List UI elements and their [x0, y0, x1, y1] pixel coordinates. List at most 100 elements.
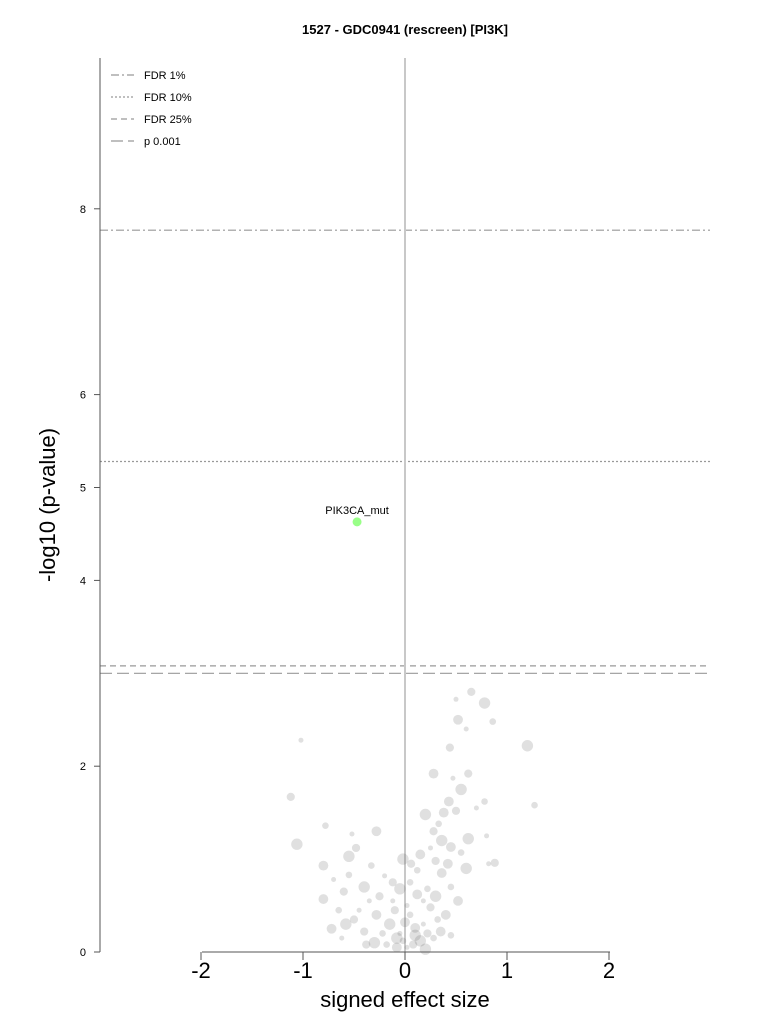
data-point — [419, 808, 432, 821]
data-point — [400, 917, 410, 928]
data-point — [413, 866, 421, 874]
legend: FDR 1% FDR 10% FDR 25% p 0.001 — [111, 70, 192, 148]
data-point — [447, 883, 455, 891]
data-point — [426, 903, 435, 912]
data-point — [375, 892, 384, 901]
data-point — [438, 807, 449, 818]
data-point — [428, 768, 439, 779]
data-point — [379, 930, 386, 937]
data-point — [345, 871, 353, 879]
data-point — [326, 923, 337, 934]
data-point — [349, 915, 359, 924]
data-point — [453, 696, 459, 702]
data-point — [521, 740, 534, 752]
y-axis-ticks: 0 2 4 5 6 8 — [80, 204, 100, 959]
data-point — [463, 726, 469, 732]
data-point — [298, 737, 304, 743]
data-point — [362, 940, 371, 949]
data-point — [382, 873, 388, 879]
data-point — [410, 922, 421, 933]
highlighted-points: PIK3CA_mut — [325, 505, 389, 527]
data-point — [434, 916, 441, 923]
data-point — [291, 838, 303, 850]
data-point — [331, 877, 337, 883]
data-point — [442, 858, 453, 869]
x-tick-label: 1 — [501, 958, 513, 983]
data-point — [423, 929, 432, 938]
data-point — [490, 858, 499, 867]
data-point — [339, 887, 348, 896]
data-point — [412, 889, 423, 900]
data-point — [322, 822, 329, 829]
legend-label: FDR 25% — [144, 114, 192, 126]
data-point — [435, 926, 446, 937]
data-point — [335, 906, 343, 914]
data-point — [318, 894, 329, 904]
legend-label: FDR 1% — [144, 70, 186, 82]
data-point — [409, 940, 418, 949]
data-point — [360, 927, 369, 936]
data-point — [436, 868, 447, 878]
y-tick-label: 4 — [80, 575, 86, 587]
data-point — [486, 861, 492, 867]
data-point — [460, 862, 472, 875]
data-point — [453, 896, 463, 906]
data-point — [339, 935, 345, 941]
data-point — [430, 934, 437, 942]
data-point — [371, 826, 382, 837]
data-point — [399, 937, 407, 945]
x-tick-label: -2 — [191, 958, 211, 983]
data-point — [388, 878, 397, 887]
data-point — [407, 859, 416, 868]
data-point — [457, 849, 465, 856]
data-point — [404, 903, 410, 909]
data-point — [406, 879, 414, 886]
data-point — [368, 937, 381, 949]
y-tick-label: 0 — [80, 947, 86, 959]
chart-title: 1527 - GDC0941 (rescreen) [PI3K] — [302, 22, 508, 37]
y-tick-label: 5 — [80, 483, 86, 495]
y-tick-label: 2 — [80, 761, 86, 773]
data-point — [391, 932, 403, 944]
data-point — [443, 796, 454, 807]
data-point — [481, 798, 488, 805]
data-point — [420, 921, 426, 927]
data-point — [356, 907, 362, 913]
y-tick-label: 8 — [80, 204, 86, 216]
data-point — [531, 801, 538, 809]
data-point — [366, 898, 372, 904]
data-point — [420, 898, 426, 904]
data-point — [384, 918, 396, 930]
data-point — [368, 862, 375, 869]
y-tick-label: 6 — [80, 390, 86, 402]
data-point — [419, 943, 432, 955]
data-point — [440, 909, 451, 920]
data-point — [453, 714, 463, 725]
data-point — [473, 805, 479, 811]
data-point — [404, 944, 410, 950]
x-axis-ticks: -2 -1 0 1 2 — [191, 952, 615, 983]
data-point — [409, 929, 421, 941]
highlighted-point — [352, 517, 362, 527]
data-point — [467, 687, 476, 696]
data-point — [394, 883, 406, 895]
data-point — [391, 942, 402, 953]
data-point — [489, 718, 497, 725]
data-point — [450, 775, 456, 781]
data-point — [318, 860, 329, 871]
data-point — [397, 853, 409, 865]
data-point — [446, 842, 456, 852]
data-point — [351, 843, 361, 853]
data-point — [455, 783, 467, 796]
x-tick-label: -1 — [293, 958, 313, 983]
y-axis-label: -log10 (p-value) — [35, 428, 60, 582]
data-point — [435, 820, 442, 828]
data-point — [358, 881, 370, 893]
data-point — [445, 743, 454, 752]
data-point — [415, 849, 426, 860]
point-annotation: PIK3CA_mut — [325, 505, 389, 517]
data-point — [484, 833, 490, 839]
data-point — [383, 941, 390, 948]
data-point — [340, 918, 352, 930]
